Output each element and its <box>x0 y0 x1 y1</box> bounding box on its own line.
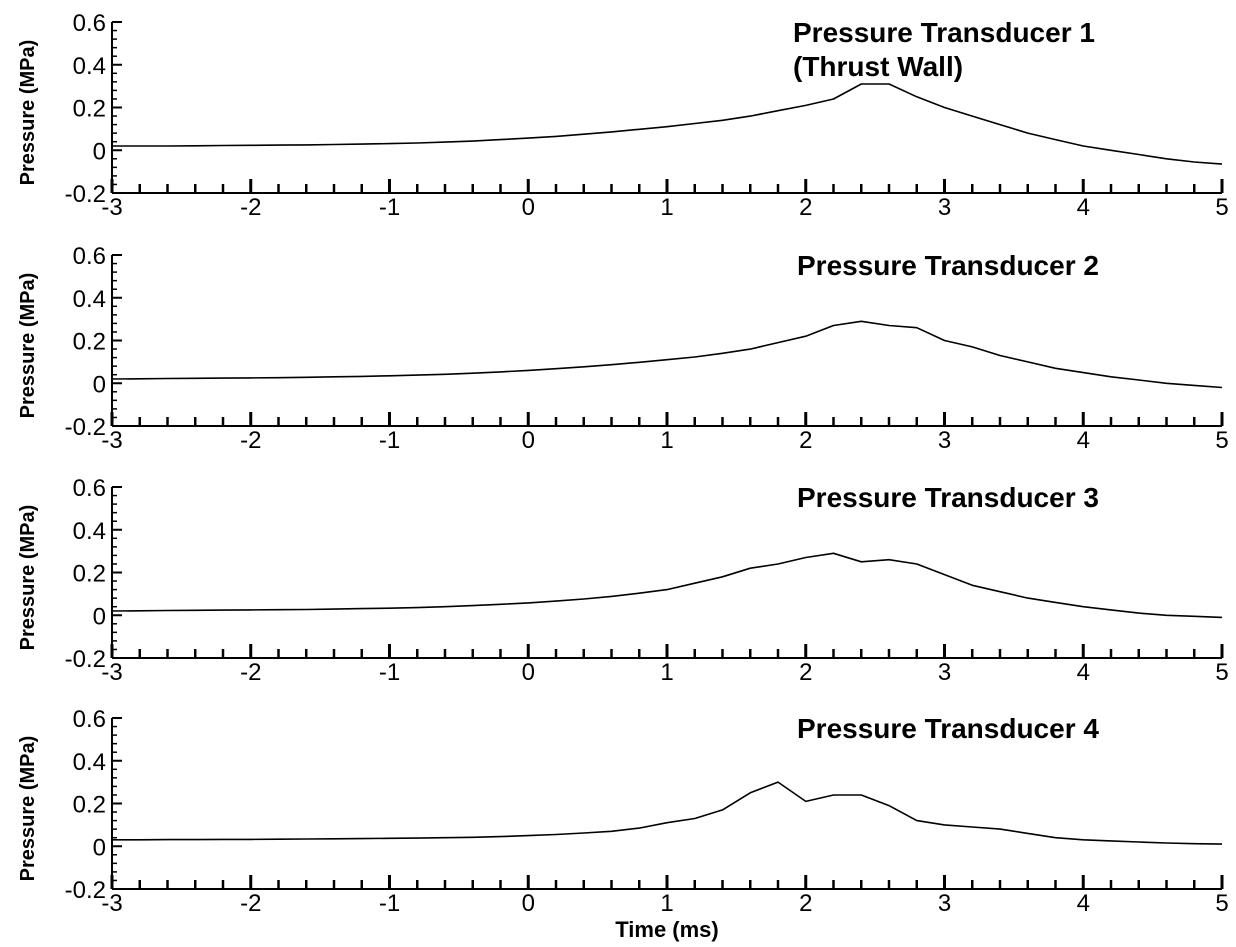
y-tick-label: 0 <box>93 603 106 630</box>
x-tick-label: 0 <box>522 890 535 917</box>
x-tick-label: 3 <box>938 427 951 454</box>
x-tick-label: 5 <box>1215 427 1228 454</box>
x-tick-label: -3 <box>101 659 122 686</box>
chart-title: Pressure Transducer 4 <box>797 713 1099 744</box>
x-tick-label: 5 <box>1215 194 1228 221</box>
x-tick-label: 1 <box>660 659 673 686</box>
y-tick-label: 0.6 <box>73 475 106 502</box>
y-tick-label: 0.6 <box>73 706 106 733</box>
data-line <box>112 781 1223 845</box>
y-tick-label: 0.4 <box>73 749 106 776</box>
x-tick-label: -3 <box>101 194 122 221</box>
x-tick-label: 5 <box>1215 890 1228 917</box>
y-tick-label: -0.2 <box>65 414 106 441</box>
x-tick-label: 4 <box>1077 659 1090 686</box>
y-tick-label: 0.2 <box>73 792 106 819</box>
y-tick-label: 0.4 <box>73 53 106 80</box>
x-tick-label: -3 <box>101 427 122 454</box>
chart-title: Pressure Transducer 1 <box>793 17 1095 48</box>
x-tick-label: 1 <box>660 890 673 917</box>
y-axis-label: Pressure (MPa) <box>17 40 39 186</box>
x-tick-label: 0 <box>522 427 535 454</box>
x-tick-label: 3 <box>938 194 951 221</box>
y-tick-label: 0 <box>93 834 106 861</box>
x-axis-label: Time (ms) <box>615 917 719 942</box>
y-axis-label: Pressure (MPa) <box>17 736 39 882</box>
y-tick-label: -0.2 <box>65 877 106 904</box>
x-tick-label: 2 <box>799 659 812 686</box>
x-tick-label: -2 <box>240 890 261 917</box>
x-tick-label: 0 <box>522 194 535 221</box>
y-tick-label: 0.2 <box>73 96 106 123</box>
x-tick-label: -1 <box>379 194 400 221</box>
y-tick-label: 0.6 <box>73 10 106 37</box>
chart-title: Pressure Transducer 3 <box>797 482 1099 513</box>
x-tick-label: 5 <box>1215 659 1228 686</box>
chart-subtitle: (Thrust Wall) <box>793 51 963 82</box>
x-tick-label: -1 <box>379 427 400 454</box>
x-tick-label: 3 <box>938 890 951 917</box>
x-tick-label: -2 <box>240 194 261 221</box>
x-tick-label: 0 <box>522 659 535 686</box>
data-line <box>111 552 1223 619</box>
x-tick-label: 4 <box>1077 194 1090 221</box>
x-tick-label: -2 <box>240 427 261 454</box>
x-tick-label: -3 <box>101 890 122 917</box>
x-tick-label: 2 <box>799 194 812 221</box>
x-tick-label: 4 <box>1077 427 1090 454</box>
data-line <box>112 83 1223 165</box>
x-tick-label: 2 <box>799 890 812 917</box>
y-tick-label: 0 <box>93 138 106 165</box>
y-tick-label: 0.4 <box>73 518 106 545</box>
y-tick-label: 0.6 <box>73 243 106 270</box>
y-tick-label: 0 <box>93 371 106 398</box>
data-line <box>111 320 1223 389</box>
y-axis-label: Pressure (MPa) <box>17 505 39 651</box>
x-tick-label: 2 <box>799 427 812 454</box>
x-tick-label: 4 <box>1077 890 1090 917</box>
x-tick-label: 1 <box>660 427 673 454</box>
chart-title: Pressure Transducer 2 <box>797 250 1099 281</box>
y-axis-label: Pressure (MPa) <box>17 273 39 419</box>
y-tick-label: -0.2 <box>65 646 106 673</box>
x-tick-label: 3 <box>938 659 951 686</box>
x-tick-label: -1 <box>379 890 400 917</box>
x-tick-label: -1 <box>379 659 400 686</box>
x-tick-label: -2 <box>240 659 261 686</box>
x-tick-label: 1 <box>660 194 673 221</box>
y-tick-label: 0.2 <box>73 329 106 356</box>
y-tick-label: 0.2 <box>73 561 106 588</box>
y-tick-label: -0.2 <box>65 181 106 208</box>
y-tick-label: 0.4 <box>73 286 106 313</box>
